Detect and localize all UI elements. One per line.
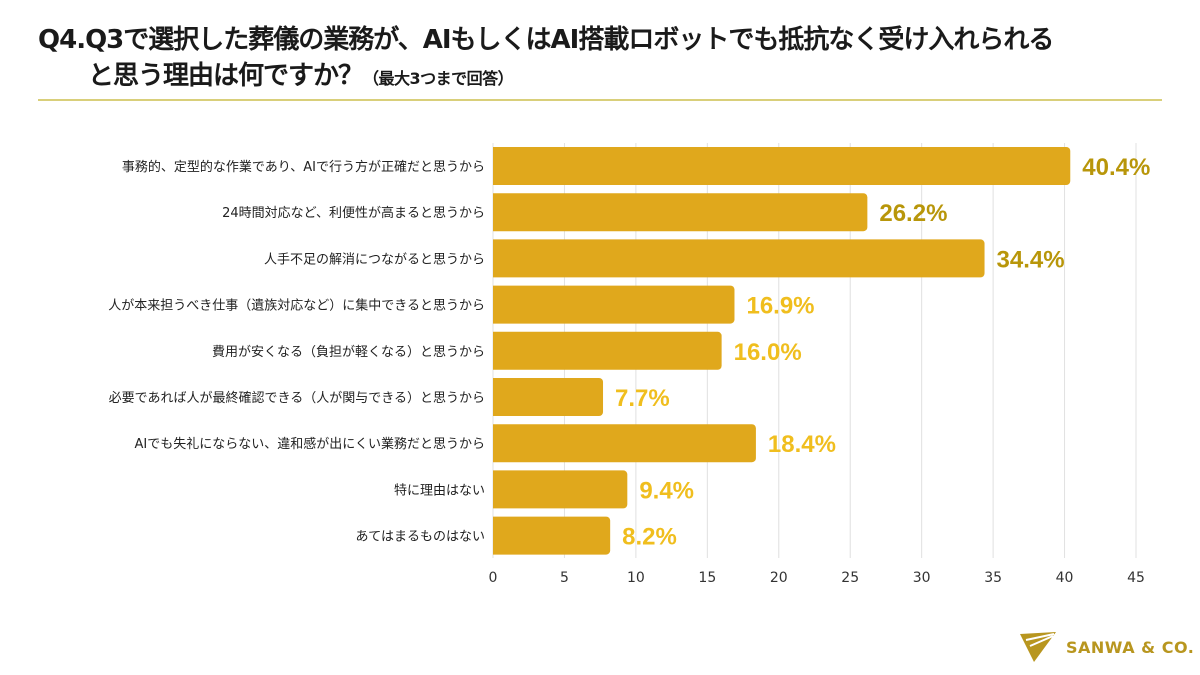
data-label: 40.4% <box>1082 154 1150 181</box>
category-label: AIでも失礼にならない、違和感が出にくい業務だと思うから <box>135 436 485 452</box>
category-label: 費用が安くなる（負担が軽くなる）と思うから <box>212 345 485 360</box>
logo-text: SANWA & CO. <box>1066 637 1195 657</box>
data-label: 34.4% <box>997 246 1065 273</box>
x-tick-label: 20 <box>770 570 788 586</box>
category-label: 人が本来担うべき仕事（遺族対応など）に集中できると思うから <box>108 298 485 314</box>
bar <box>493 516 611 555</box>
chart-title: Q4.Q3で選択した葬儀の業務が、AIもしくはAI搭載ロボットでも抵抗なく受け入… <box>38 22 1054 97</box>
title-line-2: と思う理由は何ですか？ <box>88 61 364 91</box>
title-divider <box>38 99 1162 101</box>
bar <box>493 470 628 509</box>
data-label: 18.4% <box>768 431 836 458</box>
bar <box>493 147 1071 185</box>
brand-logo: SANWA & CO. <box>1020 632 1194 662</box>
data-label: 9.4% <box>639 477 694 504</box>
x-tick-label: 30 <box>913 570 931 586</box>
data-label: 16.0% <box>734 339 802 366</box>
logo-mark-icon <box>1020 632 1056 662</box>
x-tick-label: 5 <box>560 570 569 586</box>
category-label: 24時間対応など、利便性が高まると思うから <box>222 205 485 221</box>
data-label: 26.2% <box>879 200 947 227</box>
x-tick-label: 40 <box>1056 570 1074 586</box>
category-label: 人手不足の解消につながると思うから <box>264 252 485 267</box>
data-label: 8.2% <box>622 524 677 551</box>
data-label: 7.7% <box>615 385 670 412</box>
title-note: （最大3つまで回答） <box>363 69 514 88</box>
x-tick-label: 35 <box>984 570 1002 586</box>
category-label: 特に理由はない <box>394 483 485 498</box>
x-tick-label: 10 <box>627 570 645 586</box>
bar <box>492 424 756 463</box>
bar <box>492 331 722 370</box>
bar <box>492 378 604 416</box>
category-label: 事務的、定型的な作業であり、AIで行う方が正確だと思うから <box>122 159 485 175</box>
x-tick-label: 0 <box>489 570 498 586</box>
title-line-1: Q4.Q3で選択した葬儀の業務が、AIもしくはAI搭載ロボットでも抵抗なく受け入… <box>38 25 1054 55</box>
bar <box>493 285 735 324</box>
category-label: 必要であれば人が最終確認できる（人が関与できる）と思うから <box>109 390 485 406</box>
x-tick-label: 45 <box>1127 570 1145 586</box>
x-tick-label: 25 <box>841 570 859 586</box>
x-tick-label: 15 <box>698 570 716 586</box>
bar <box>493 239 985 278</box>
category-label: あてはまるものはない <box>356 530 485 545</box>
data-label: 16.9% <box>746 293 814 320</box>
bar <box>493 193 868 232</box>
